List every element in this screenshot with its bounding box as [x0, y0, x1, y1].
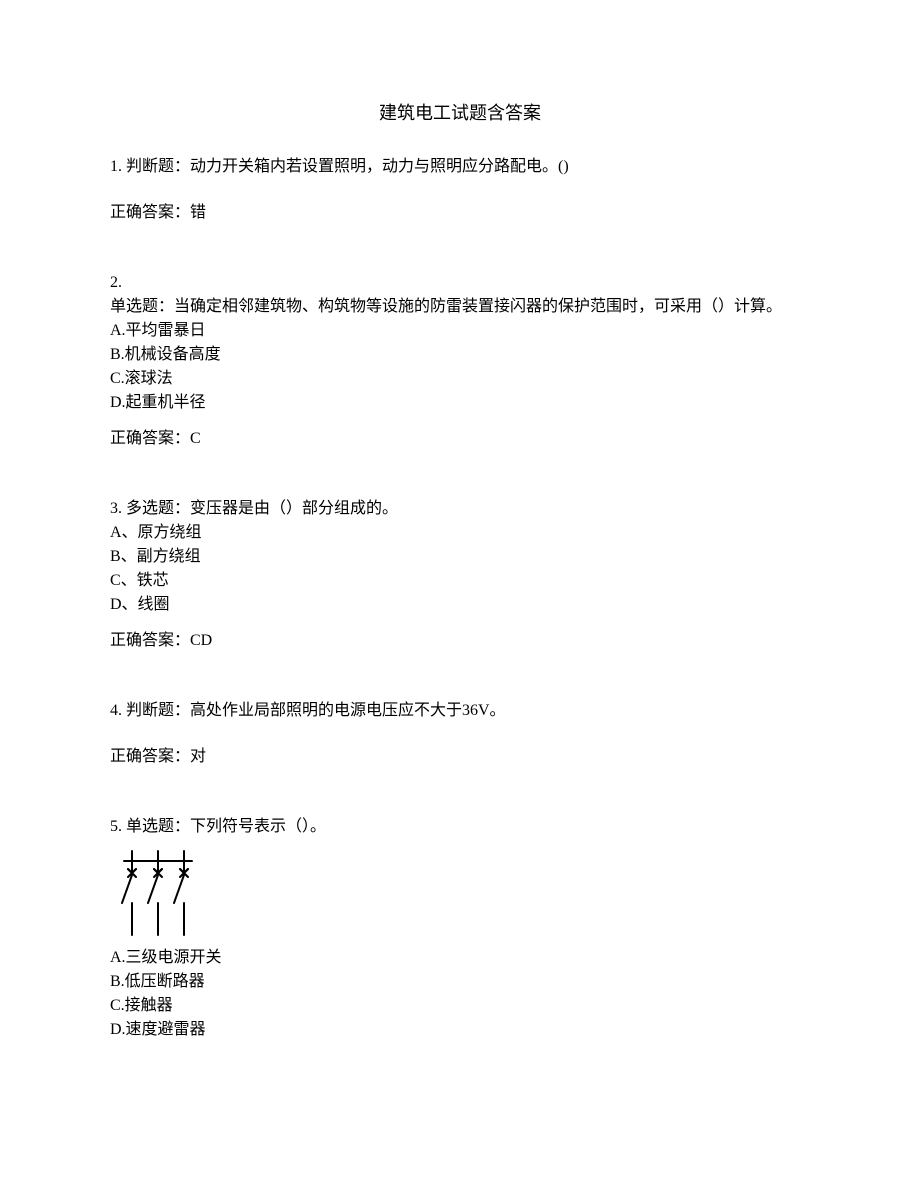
- q2-option-a: A.平均雷暴日: [110, 319, 810, 343]
- q2-option-c: C.滚球法: [110, 367, 810, 391]
- q3-option-c: C、铁芯: [110, 569, 810, 593]
- q2-answer: 正确答案：C: [110, 427, 810, 451]
- q2-option-b: B.机械设备高度: [110, 343, 810, 367]
- page-title: 建筑电工试题含答案: [110, 100, 810, 127]
- question-3: 3. 多选题：变压器是由（）部分组成的。 A、原方绕组 B、副方绕组 C、铁芯 …: [110, 497, 810, 653]
- q2-number: 2.: [110, 271, 810, 295]
- q1-stem: 1. 判断题：动力开关箱内若设置照明，动力与照明应分路配电。(): [110, 155, 810, 179]
- q5-option-d: D.速度避雷器: [110, 1018, 810, 1042]
- q1-answer: 正确答案：错: [110, 201, 810, 225]
- question-2: 2. 单选题：当确定相邻建筑物、构筑物等设施的防雷装置接闪器的保护范围时，可采用…: [110, 271, 810, 451]
- q3-option-d: D、线圈: [110, 593, 810, 617]
- q3-option-b: B、副方绕组: [110, 545, 810, 569]
- q4-answer: 正确答案：对: [110, 745, 810, 769]
- q3-answer: 正确答案：CD: [110, 629, 810, 653]
- q5-option-c: C.接触器: [110, 994, 810, 1018]
- q2-stem: 单选题：当确定相邻建筑物、构筑物等设施的防雷装置接闪器的保护范围时，可采用（）计…: [110, 295, 810, 319]
- breaker-symbol-icon: [110, 845, 205, 940]
- q5-symbol-diagram: [110, 845, 810, 940]
- q3-stem: 3. 多选题：变压器是由（）部分组成的。: [110, 497, 810, 521]
- q5-option-b: B.低压断路器: [110, 970, 810, 994]
- q3-option-a: A、原方绕组: [110, 521, 810, 545]
- question-1: 1. 判断题：动力开关箱内若设置照明，动力与照明应分路配电。() 正确答案：错: [110, 155, 810, 225]
- q2-option-d: D.起重机半径: [110, 391, 810, 415]
- q5-stem: 5. 单选题：下列符号表示（）。: [110, 815, 810, 839]
- q5-option-a: A.三级电源开关: [110, 946, 810, 970]
- question-4: 4. 判断题：高处作业局部照明的电源电压应不大于36V。 正确答案：对: [110, 699, 810, 769]
- q4-stem: 4. 判断题：高处作业局部照明的电源电压应不大于36V。: [110, 699, 810, 723]
- question-5: 5. 单选题：下列符号表示（）。 A.三级电源开关 B.低压断路器 C.接触器 …: [110, 815, 810, 1042]
